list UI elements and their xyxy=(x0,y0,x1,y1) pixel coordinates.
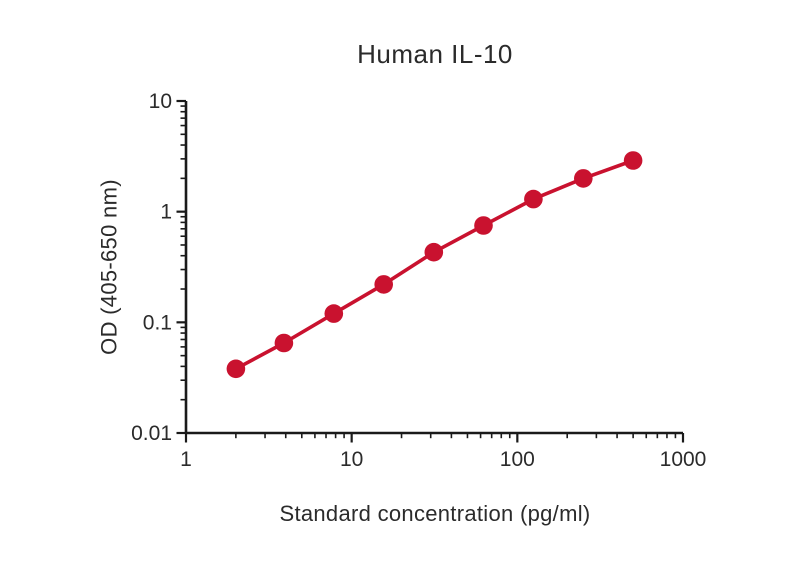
series-line xyxy=(234,158,635,371)
x-tick-label: 100 xyxy=(500,448,535,471)
data-point xyxy=(324,304,344,323)
data-point xyxy=(623,151,643,170)
x-tick-label: 10 xyxy=(340,448,363,471)
axis-tick-labels: 1 10 100 1000 0.01 0.1 1 10 xyxy=(131,90,706,471)
x-tick-label: 1 xyxy=(180,448,192,471)
data-point xyxy=(424,242,444,262)
y-tick-label: 1 xyxy=(160,201,172,224)
axis-ticks xyxy=(176,99,685,443)
y-tick-label: 0.01 xyxy=(131,422,172,445)
data-point xyxy=(226,359,246,379)
chart-title: Human IL-10 xyxy=(357,39,513,69)
data-point xyxy=(274,333,294,353)
data-point xyxy=(574,169,593,188)
data-point xyxy=(474,216,493,235)
data-point xyxy=(374,275,394,294)
y-tick-label: 10 xyxy=(149,90,172,113)
data-point xyxy=(524,189,543,209)
x-axis-label: Standard concentration (pg/ml) xyxy=(279,501,590,526)
y-tick-label: 0.1 xyxy=(143,311,172,334)
y-axis-label: OD (405-650 nm) xyxy=(97,179,122,355)
data-series xyxy=(226,151,643,379)
x-tick-label: 1000 xyxy=(660,448,707,471)
axes xyxy=(184,101,683,435)
